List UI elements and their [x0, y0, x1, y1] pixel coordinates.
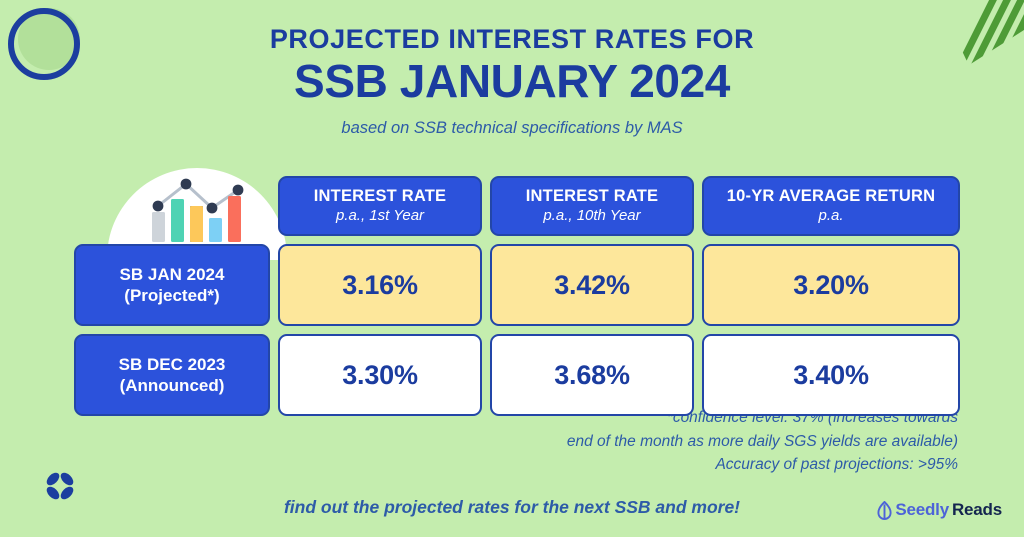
cell-value: 3.40%: [793, 359, 869, 390]
circle-outline-icon: [8, 8, 80, 80]
cell-jan-10yr-average: 3.20%: [702, 244, 960, 326]
row-label-line2: (Announced): [119, 376, 225, 395]
column-header-title: INTEREST RATE: [313, 187, 447, 206]
page-subtitle: based on SSB technical specifications by…: [341, 118, 683, 137]
cell-jan-10th-year: 3.42%: [490, 244, 694, 326]
row-label-sb-jan-2024: SB JAN 2024 (Projected*): [74, 244, 270, 326]
bar-line-chart-icon: [142, 168, 254, 246]
column-header-subtitle: p.a.: [818, 206, 844, 224]
cell-value: 3.42%: [554, 269, 630, 300]
footnote: *confidence level: 37% (increases toward…: [318, 406, 958, 477]
table-row: SB DEC 2023 (Announced) 3.30% 3.68% 3.40…: [74, 334, 960, 416]
row-label-sb-dec-2023: SB DEC 2023 (Announced): [74, 334, 270, 416]
column-header-title: INTEREST RATE: [525, 187, 659, 206]
footnote-line-3: Accuracy of past projections: >95%: [715, 456, 958, 474]
logo-text-primary: Seedly: [895, 500, 949, 519]
row-label-line1: SB JAN 2024: [119, 264, 225, 284]
table-row: SB JAN 2024 (Projected*) 3.16% 3.42% 3.2…: [74, 244, 960, 326]
page-title: SSB JANUARY 2024: [294, 55, 730, 108]
page-header: PROJECTED INTEREST RATES FOR SSB JANUARY…: [0, 24, 1024, 138]
cell-dec-1st-year: 3.30%: [278, 334, 482, 416]
column-header-interest-rate-1st-year: INTEREST RATE p.a., 1st Year: [278, 176, 482, 236]
seedly-leaf-icon: [877, 500, 892, 520]
cell-value: 3.30%: [342, 359, 418, 390]
cta-text: find out the projected rates for the nex…: [283, 497, 741, 517]
rates-table: INTEREST RATE p.a., 1st Year INTEREST RA…: [74, 168, 960, 416]
four-petal-sparkle-icon: [40, 466, 80, 506]
cell-dec-10th-year: 3.68%: [490, 334, 694, 416]
row-label-line2: (Projected*): [124, 286, 220, 305]
column-header-subtitle: p.a., 1st Year: [335, 206, 425, 224]
cell-dec-10yr-average: 3.40%: [702, 334, 960, 416]
table-corner-spacer: [74, 176, 270, 236]
row-label-line1: SB DEC 2023: [118, 354, 226, 374]
column-header-interest-rate-10th-year: INTEREST RATE p.a., 10th Year: [490, 176, 694, 236]
diagonal-stripes-icon: [938, 0, 1024, 72]
cell-jan-1st-year: 3.16%: [278, 244, 482, 326]
cell-value: 3.16%: [342, 269, 418, 300]
header-eyebrow: PROJECTED INTEREST RATES FOR: [269, 24, 755, 54]
footnote-line-2: end of the month as more daily SGS yield…: [566, 432, 958, 450]
column-header-10yr-average-return: 10-YR AVERAGE RETURN p.a.: [702, 176, 960, 236]
table-header-row: INTEREST RATE p.a., 1st Year INTEREST RA…: [74, 176, 960, 236]
logo-text-secondary: Reads: [951, 500, 1002, 519]
column-header-title: 10-YR AVERAGE RETURN: [726, 187, 936, 206]
cell-value: 3.68%: [554, 359, 630, 390]
seedly-reads-logo: Seedly Reads: [877, 500, 1002, 520]
column-header-subtitle: p.a., 10th Year: [543, 206, 641, 224]
cell-value: 3.20%: [793, 269, 869, 300]
